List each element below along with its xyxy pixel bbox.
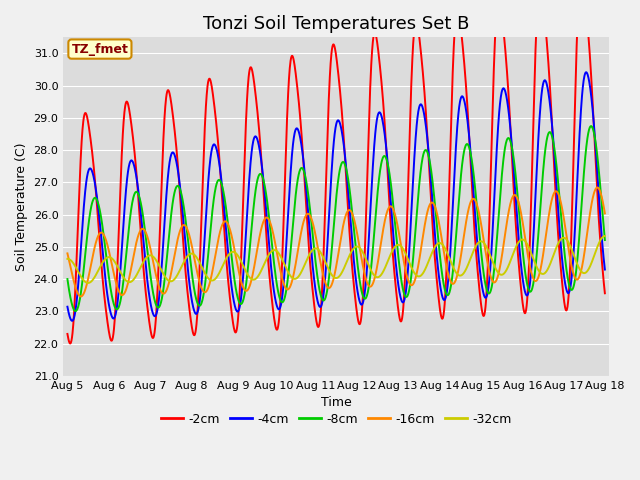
- Y-axis label: Soil Temperature (C): Soil Temperature (C): [15, 143, 28, 271]
- -2cm: [487, 166, 495, 172]
- -4cm: [582, 70, 590, 75]
- -16cm: [487, 275, 495, 280]
- -32cm: [487, 254, 495, 260]
- -8cm: [588, 123, 595, 129]
- Title: Tonzi Soil Temperatures Set B: Tonzi Soil Temperatures Set B: [203, 15, 469, 33]
- -8cm: [325, 275, 333, 280]
- -8cm: [601, 237, 609, 243]
- -16cm: [325, 285, 333, 291]
- Line: -4cm: -4cm: [67, 72, 605, 321]
- Line: -2cm: -2cm: [67, 0, 605, 344]
- -16cm: [77, 294, 84, 300]
- -2cm: [92, 179, 99, 185]
- -16cm: [586, 214, 593, 219]
- -8cm: [92, 195, 99, 201]
- Line: -8cm: -8cm: [67, 126, 605, 311]
- -8cm: [72, 308, 79, 314]
- -16cm: [601, 211, 609, 216]
- -16cm: [593, 185, 601, 191]
- -2cm: [586, 52, 594, 58]
- -16cm: [63, 251, 71, 256]
- Text: TZ_fmet: TZ_fmet: [72, 43, 129, 56]
- -8cm: [63, 276, 71, 282]
- -32cm: [84, 280, 92, 286]
- -32cm: [586, 265, 593, 271]
- -4cm: [586, 83, 594, 88]
- -4cm: [68, 318, 76, 324]
- -4cm: [63, 304, 71, 310]
- -4cm: [325, 213, 333, 219]
- -2cm: [63, 331, 71, 337]
- -4cm: [586, 81, 593, 86]
- -2cm: [601, 290, 609, 296]
- -2cm: [67, 341, 74, 347]
- -2cm: [586, 48, 593, 54]
- -32cm: [92, 274, 99, 279]
- -2cm: [325, 91, 333, 96]
- Legend: -2cm, -4cm, -8cm, -16cm, -32cm: -2cm, -4cm, -8cm, -16cm, -32cm: [156, 408, 516, 431]
- -4cm: [487, 257, 495, 263]
- -8cm: [311, 252, 319, 258]
- -32cm: [325, 267, 333, 273]
- -32cm: [311, 246, 319, 252]
- -32cm: [601, 233, 609, 239]
- -2cm: [311, 307, 319, 312]
- -4cm: [311, 282, 319, 288]
- -32cm: [586, 264, 593, 270]
- -4cm: [92, 181, 99, 187]
- -32cm: [63, 256, 71, 262]
- -16cm: [311, 228, 319, 234]
- -4cm: [601, 267, 609, 273]
- Line: -32cm: -32cm: [67, 236, 605, 283]
- -16cm: [92, 242, 99, 248]
- -8cm: [586, 125, 593, 131]
- X-axis label: Time: Time: [321, 396, 351, 409]
- Line: -16cm: -16cm: [67, 188, 605, 297]
- -8cm: [487, 288, 495, 293]
- -8cm: [586, 126, 593, 132]
- -16cm: [586, 216, 593, 221]
